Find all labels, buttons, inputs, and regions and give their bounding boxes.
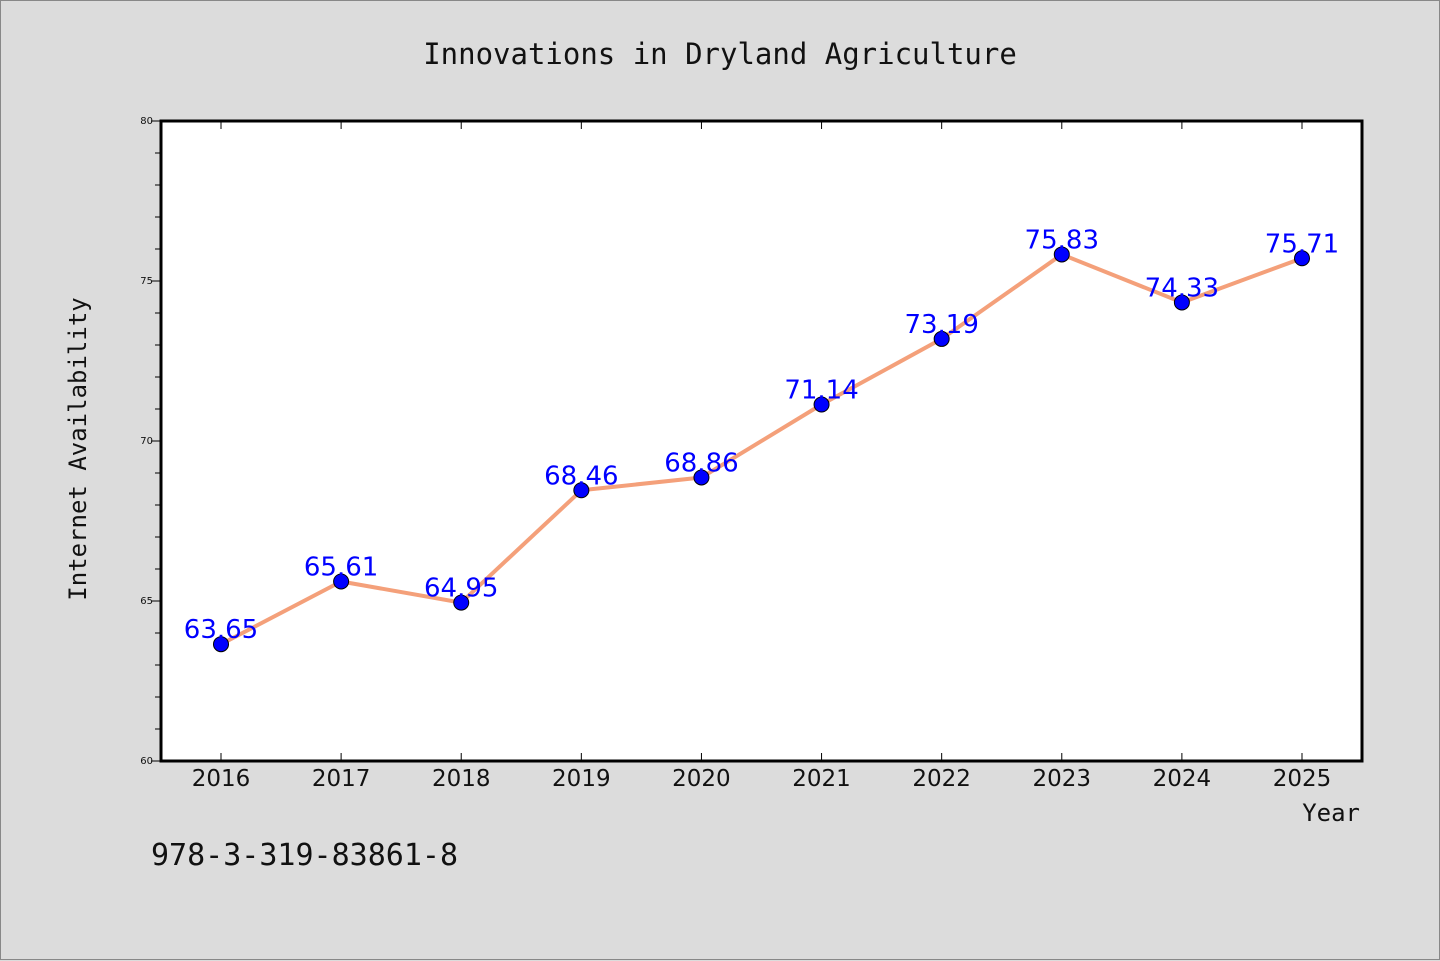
data-point	[1053, 246, 1070, 263]
data-label: 68.86	[664, 448, 738, 478]
data-label: 73.19	[904, 310, 978, 340]
data-label: 74.33	[1145, 273, 1219, 303]
series-layer: 63.65 65.61 64.95 68.46 68.86 71.14 73.19 75.83…	[184, 225, 1339, 653]
data-point	[1173, 294, 1190, 311]
data-label: 71.14	[784, 376, 858, 406]
data-point	[693, 469, 710, 486]
data-label: 75.83	[1025, 225, 1099, 255]
y-tick-label: 65	[140, 596, 153, 607]
isbn-annotation: 978-3-319-83861-8	[151, 838, 458, 873]
y-axis: 60 65 70 75 80	[140, 116, 161, 767]
series-line	[220, 252, 1303, 646]
x-tick-label: 2018	[432, 766, 491, 792]
data-point	[813, 396, 830, 413]
y-tick-label: 60	[140, 756, 153, 767]
x-tick-label: 2016	[192, 766, 251, 792]
y-tick-label: 70	[140, 436, 153, 447]
x-tick-label: 2024	[1153, 766, 1212, 792]
data-label: 64.95	[424, 574, 498, 604]
data-label: 65.61	[304, 552, 378, 582]
data-point	[453, 594, 470, 611]
data-point	[1294, 250, 1310, 267]
x-tick-label: 2019	[552, 766, 611, 792]
data-label: 75.71	[1265, 229, 1339, 259]
data-label: 68.46	[544, 461, 618, 491]
chart-title: Innovations in Dryland Agriculture	[423, 37, 1017, 71]
x-tick-label: 2020	[672, 766, 731, 792]
x-tick-label: 2023	[1033, 766, 1092, 792]
x-axis-label: Year	[1302, 799, 1360, 827]
y-tick-label: 75	[140, 276, 153, 287]
x-tick-label: 2021	[792, 766, 851, 792]
x-tick-label: 2017	[312, 766, 371, 792]
data-point	[933, 330, 950, 347]
y-tick-label: 80	[140, 116, 153, 127]
y-axis-label: Internet Availability	[64, 297, 92, 600]
x-tick-label: 2022	[912, 766, 971, 792]
x-tick-label: 2025	[1273, 766, 1332, 792]
data-point	[573, 482, 590, 499]
x-axis: 2016 2017 2018 2019 2020 2021 2022 2023 2024 2025	[192, 121, 1332, 792]
data-point	[213, 636, 229, 653]
data-point	[333, 573, 350, 590]
data-label: 63.65	[184, 615, 258, 645]
